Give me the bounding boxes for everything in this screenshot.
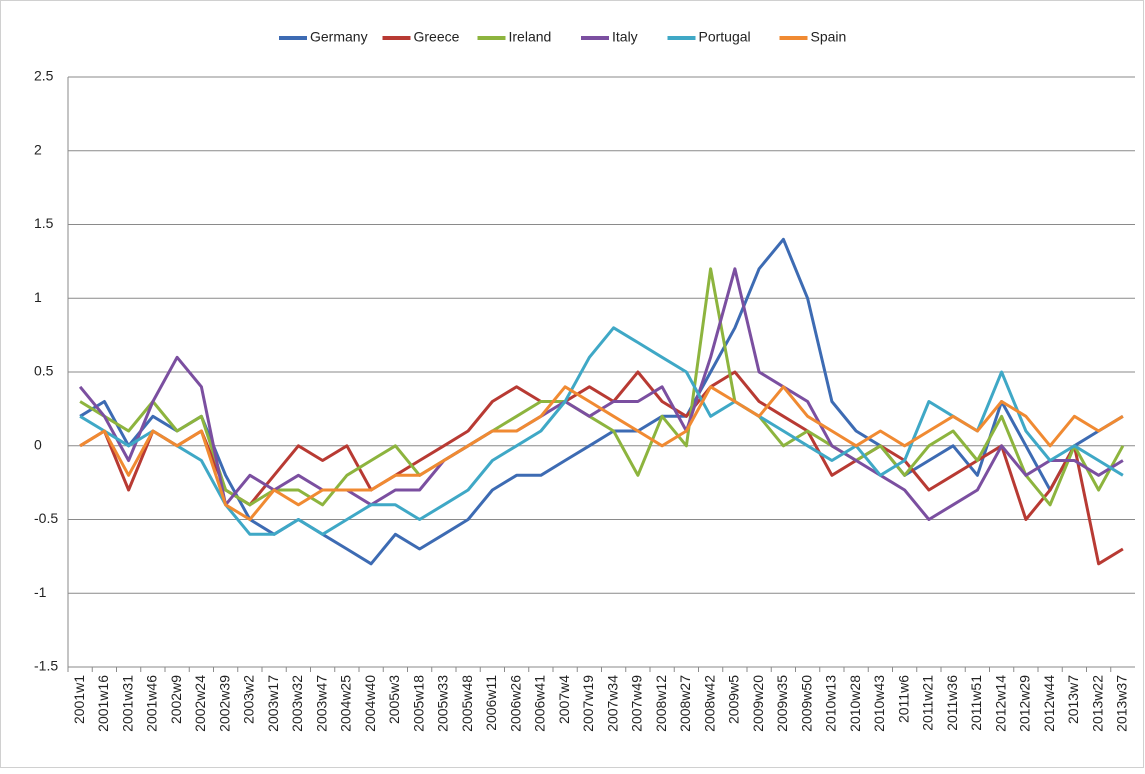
x-tick-label: 2013w22 — [1089, 675, 1105, 732]
y-tick-label: 0.5 — [34, 363, 54, 379]
x-tick-label: 2011w21 — [920, 675, 936, 731]
y-tick-label: -0.5 — [34, 510, 58, 526]
x-tick-label: 2012w14 — [992, 675, 1008, 732]
x-tick-label: 2006w11 — [483, 675, 499, 731]
x-tick-label: 2002w24 — [192, 675, 208, 732]
x-tick-label: 2007w34 — [604, 675, 620, 732]
x-tick-label: 2003w32 — [289, 675, 305, 732]
x-tick-label: 2001w16 — [95, 675, 111, 732]
series-line — [79, 326, 1124, 536]
x-tick-label: 2006w41 — [532, 675, 548, 732]
x-tick-label: 2004w40 — [362, 675, 378, 732]
x-tick-label: 2005w3 — [386, 675, 402, 724]
x-tick-label: 2002w9 — [168, 675, 184, 724]
series-line — [79, 370, 1124, 566]
x-tick-label: 2012w44 — [1041, 675, 1057, 732]
y-tick-label: 1.5 — [34, 215, 54, 231]
legend-label: Italy — [612, 29, 638, 45]
x-tick-label: 2007w49 — [629, 675, 645, 732]
x-tick-label: 2009w20 — [750, 675, 766, 732]
legend-label: Greece — [414, 29, 460, 45]
x-tick-label: 2011w6 — [895, 675, 911, 723]
x-tick-label: 2001w46 — [144, 675, 160, 732]
x-tick-label: 2001w1 — [71, 675, 87, 724]
x-tick-label: 2010w28 — [847, 675, 863, 732]
x-tick-label: 2010w43 — [871, 675, 887, 732]
legend-label: Ireland — [509, 29, 552, 45]
x-tick-label: 2004w25 — [338, 675, 354, 732]
legend-label: Spain — [811, 29, 847, 45]
x-tick-label: 2008w12 — [653, 675, 669, 732]
y-tick-label: 2 — [34, 141, 42, 157]
x-tick-label: 2008w42 — [701, 675, 717, 732]
x-tick-label: 2010w13 — [823, 675, 839, 732]
y-tick-label: 2.5 — [34, 68, 54, 84]
x-tick-label: 2005w48 — [459, 675, 475, 732]
x-tick-label: 2006w26 — [507, 675, 523, 732]
x-tick-label: 2007w4 — [556, 675, 572, 724]
x-tick-label: 2011w51 — [968, 675, 984, 731]
x-tick-label: 2012w29 — [1017, 675, 1033, 732]
y-tick-label: -1.5 — [34, 658, 58, 674]
y-tick-label: -1 — [34, 584, 47, 600]
x-tick-label: 2007w19 — [580, 675, 596, 732]
x-tick-label: 2003w17 — [265, 675, 281, 732]
series-line — [79, 385, 1124, 521]
x-tick-label: 2008w27 — [677, 675, 693, 732]
x-tick-label: 2005w18 — [410, 675, 426, 732]
x-tick-label: 2005w33 — [435, 675, 451, 732]
x-tick-label: 2009w35 — [774, 675, 790, 732]
legend-label: Germany — [310, 29, 368, 45]
x-tick-label: 2009w5 — [726, 675, 742, 724]
x-tick-label: 2003w47 — [313, 675, 329, 732]
x-tick-label: 2002w39 — [216, 675, 232, 732]
series-line — [79, 237, 1124, 566]
x-tick-label: 2011w36 — [944, 675, 960, 731]
legend-label: Portugal — [699, 29, 751, 45]
series-line — [79, 267, 1125, 507]
x-tick-label: 2013w37 — [1114, 675, 1130, 732]
x-tick-label: 2003w2 — [241, 675, 257, 724]
x-tick-label: 2009w50 — [798, 675, 814, 732]
x-tick-label: 2001w31 — [119, 675, 135, 732]
y-tick-label: 1 — [34, 289, 42, 305]
y-tick-label: 0 — [34, 436, 42, 452]
x-tick-label: 2013w7 — [1065, 675, 1081, 724]
